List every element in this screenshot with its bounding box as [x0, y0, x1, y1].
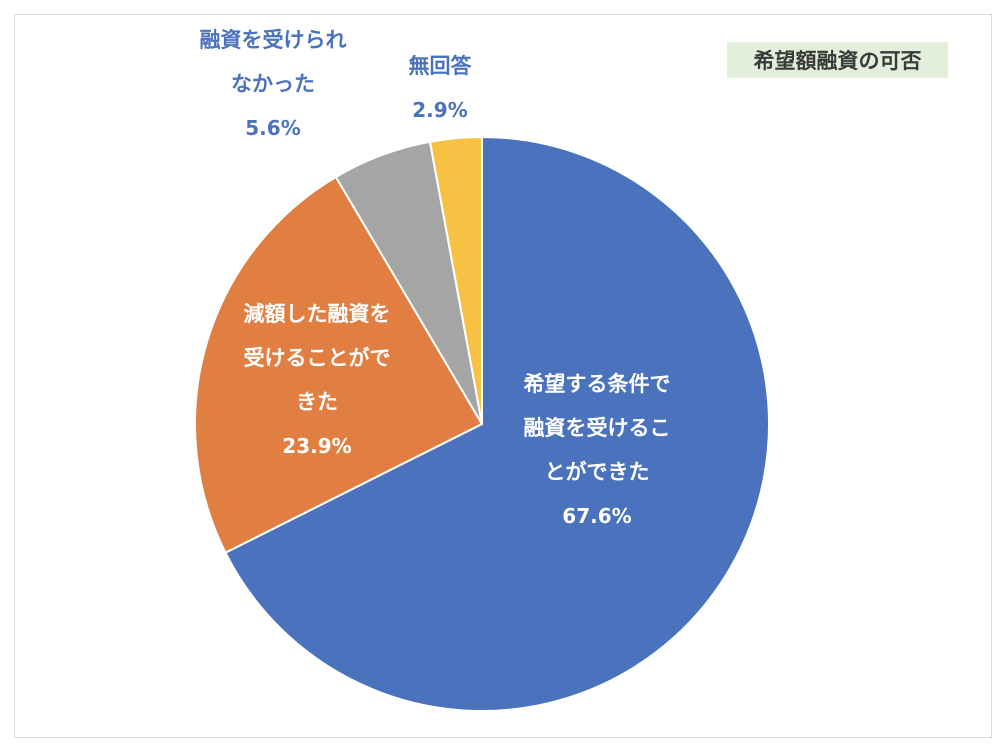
- slice-label-rejected: 融資を受けられ なかった 5.6%: [168, 18, 378, 150]
- slice-label-satisfied: 希望する条件で 融資を受けるこ とができた 67.6%: [492, 362, 702, 538]
- slice-value-label: 2.9%: [412, 98, 468, 122]
- slice-label-line: 融資を受けられ: [199, 28, 347, 52]
- slice-label-line: 融資を受けるこ: [523, 416, 671, 440]
- slice-value-label: 67.6%: [562, 504, 632, 528]
- slice-value-label: 5.6%: [245, 116, 301, 140]
- slice-reduced: [194, 175, 484, 555]
- slice-value-label: 23.9%: [282, 434, 352, 458]
- slice-label-reduced: 減額した融資を 受けることがで きた 23.9%: [212, 292, 422, 468]
- slice-no-answer: [428, 135, 483, 425]
- slice-label-line: なかった: [231, 72, 315, 96]
- slice-label-line: とができた: [544, 460, 650, 484]
- chart-title: 希望額融資の可否: [727, 42, 948, 78]
- slice-label-line: 受けることがで: [243, 346, 391, 370]
- slice-label-line: 希望する条件で: [523, 372, 671, 396]
- slice-label-line: 減額した融資を: [243, 302, 391, 326]
- slice-label-line: きた: [296, 390, 338, 414]
- slice-satisfied: [224, 135, 770, 712]
- slice-label-no-answer: 無回答 2.9%: [385, 44, 495, 132]
- slice-label-line: 無回答: [408, 54, 472, 78]
